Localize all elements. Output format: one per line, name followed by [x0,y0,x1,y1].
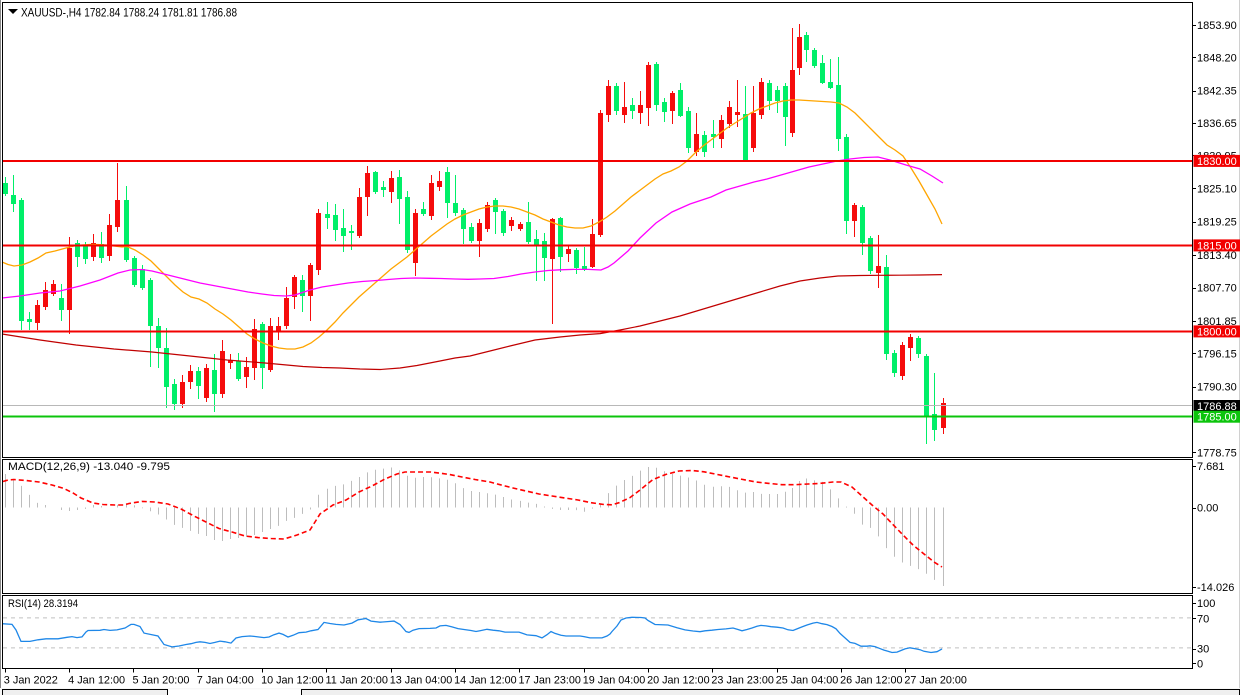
svg-text:1786.88: 1786.88 [1197,401,1237,413]
svg-text:1778.75: 1778.75 [1197,447,1237,459]
svg-text:1836.65: 1836.65 [1197,118,1237,130]
svg-text:1807.70: 1807.70 [1197,283,1237,295]
svg-text:7 Jan 04:00: 7 Jan 04:00 [197,675,254,687]
svg-text:XAUUSD-,H4 1782.84 1788.24 17: XAUUSD-,H4 1782.84 1788.24 1781.81 1786.… [21,6,237,20]
svg-text:30: 30 [1197,644,1209,656]
svg-text:27 Jan 20:00: 27 Jan 20:00 [904,675,967,687]
svg-text:11 Jan 20:00: 11 Jan 20:00 [325,675,388,687]
svg-text:26 Jan 12:00: 26 Jan 12:00 [840,675,903,687]
svg-text:14 Jan 12:00: 14 Jan 12:00 [454,675,517,687]
svg-text:100: 100 [1197,598,1215,610]
svg-text:1815.00: 1815.00 [1197,240,1237,252]
svg-text:MACD(12,26,9) -13.040 -9.795: MACD(12,26,9) -13.040 -9.795 [8,461,170,473]
svg-text:1801.85: 1801.85 [1197,316,1237,328]
svg-text:13 Jan 04:00: 13 Jan 04:00 [390,675,453,687]
svg-text:1848.20: 1848.20 [1197,52,1237,64]
svg-text:3 Jan 2022: 3 Jan 2022 [4,675,58,687]
svg-text:23 Jan 23:00: 23 Jan 23:00 [711,675,774,687]
svg-text:1819.25: 1819.25 [1197,217,1237,229]
svg-text:5 Jan 20:00: 5 Jan 20:00 [132,675,189,687]
svg-text:1800.00: 1800.00 [1197,326,1237,338]
svg-text:1790.30: 1790.30 [1197,382,1237,394]
svg-text:-14.026: -14.026 [1197,582,1234,594]
svg-text:10 Jan 12:00: 10 Jan 12:00 [261,675,324,687]
svg-text:RSI(14) 28.3194: RSI(14) 28.3194 [8,598,78,610]
svg-text:1853.90: 1853.90 [1197,20,1237,32]
svg-text:20 Jan 12:00: 20 Jan 12:00 [647,675,710,687]
svg-text:1830.00: 1830.00 [1197,156,1237,168]
svg-text:4 Jan 12:00: 4 Jan 12:00 [68,675,125,687]
svg-text:17 Jan 23:00: 17 Jan 23:00 [518,675,581,687]
svg-text:19 Jan 04:00: 19 Jan 04:00 [583,675,646,687]
svg-text:1842.35: 1842.35 [1197,86,1237,98]
svg-text:1813.40: 1813.40 [1197,250,1237,262]
svg-text:0.00: 0.00 [1197,503,1218,515]
svg-text:0: 0 [1197,658,1203,670]
svg-text:70: 70 [1197,613,1209,625]
svg-text:1785.00: 1785.00 [1197,412,1237,424]
svg-text:7.681: 7.681 [1197,461,1225,473]
svg-text:25 Jan 04:00: 25 Jan 04:00 [776,675,839,687]
svg-text:1796.15: 1796.15 [1197,348,1237,360]
svg-text:1825.10: 1825.10 [1197,183,1237,195]
